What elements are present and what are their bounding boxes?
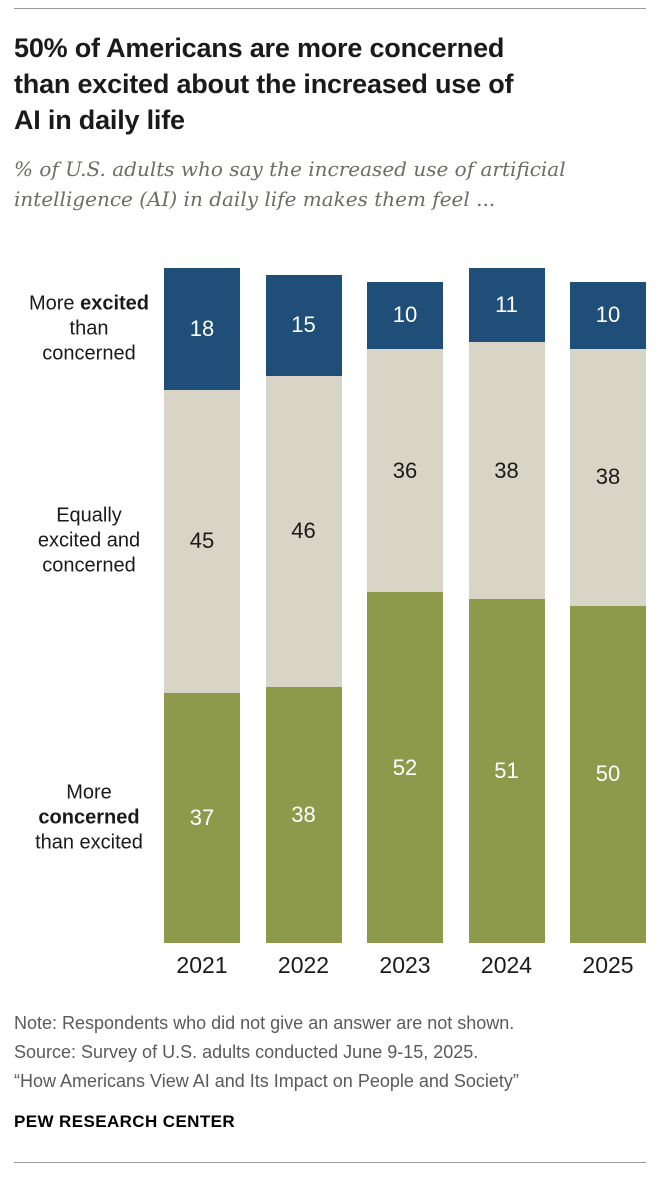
bar-stack: 18 45 37 [164,268,240,943]
bar-stack: 10 38 50 [570,281,646,943]
bar-segment: 18 [164,268,240,390]
value-label: 46 [291,518,316,544]
page-title-line: than excited about the increased use of [14,69,514,99]
value-label: 52 [392,754,418,780]
top-divider [14,8,646,9]
x-axis-label: 2022 [277,952,330,978]
series-label: More concerned than excited [35,781,143,854]
stacked-bar-chart: More excited than concerned Equally excited … [14,268,646,979]
report-title-line: “How Americans View AI and Its Impact on… [14,1071,519,1091]
series-label: Equally excited and concerned [37,504,141,577]
source-line: Source: Survey of U.S. adults conducted … [14,1042,479,1062]
bar-segment: 51 [468,598,545,943]
bar-segment: 36 [367,349,443,592]
value-label: 38 [291,801,316,827]
value-label: 37 [189,805,215,831]
value-label: 18 [189,315,215,341]
value-label: 10 [392,302,418,328]
series-label: More excited than concerned [28,292,150,365]
pew-research-center-wordmark: PEW RESEARCH CENTER [14,1112,236,1131]
value-label: 38 [595,464,621,490]
bottom-divider [14,1162,646,1163]
bar-segment: 37 [164,693,240,943]
bar-segment: 11 [468,268,545,343]
chart-subtitle: % of U.S. adults who say the increased u… [14,154,646,214]
value-label: 45 [189,528,215,554]
x-axis-label: 2023 [379,952,431,978]
series-axis-labels: More excited than concerned Equally excited … [14,268,164,943]
bar-segment: 15 [265,274,342,376]
value-label: 38 [494,457,519,483]
bar-stack: 10 36 52 [367,281,443,943]
value-label: 15 [291,312,316,338]
bar-column-2022: 15 46 38 2022 [265,274,342,979]
bar-column-2024: 11 38 51 2024 [468,268,545,979]
bar-segment: 38 [468,342,545,599]
chart-subtitle-line: % of U.S. adults who say the increased u… [14,157,566,181]
bar-segment: 52 [367,592,443,943]
chart-card: 50% of Americans are more concerned than… [0,8,660,1181]
bar-stack: 11 38 51 [468,268,545,943]
value-label: 11 [495,292,518,318]
bar-stack: 15 46 38 [265,274,342,943]
value-label: 51 [494,757,519,783]
bar-column-2021: 18 45 37 2021 [164,268,240,979]
value-label: 50 [595,761,621,787]
x-axis-label: 2025 [582,952,634,978]
page-title-line: AI in daily life [14,105,185,135]
bar-segment: 50 [570,605,646,943]
bar-segment: 46 [265,376,342,687]
value-label: 36 [392,457,418,483]
chart-subtitle-line: intelligence (AI) in daily life makes th… [14,187,496,211]
bar-segment: 10 [367,281,443,349]
chart-notes: Note: Respondents who did not give an an… [14,1009,646,1096]
bar-segment: 38 [570,349,646,606]
x-axis-label: 2021 [176,952,228,978]
bar-segment: 10 [570,281,646,349]
bar-column-2023: 10 36 52 2023 [367,281,443,980]
page-title: 50% of Americans are more concerned than… [14,30,646,138]
bar-column-2025: 10 38 50 2025 [570,281,646,980]
bar-segment: 38 [265,686,342,943]
bar-segment: 45 [164,389,240,694]
page-title-line: 50% of Americans are more concerned [14,33,505,63]
x-axis-label: 2024 [480,952,533,978]
plot-area: 18 45 37 2021 15 46 38 2022 10 36 52 2023 11 38 51 2024… [164,268,646,979]
note-line: Note: Respondents who did not give an an… [14,1013,515,1033]
value-label: 10 [595,302,621,328]
